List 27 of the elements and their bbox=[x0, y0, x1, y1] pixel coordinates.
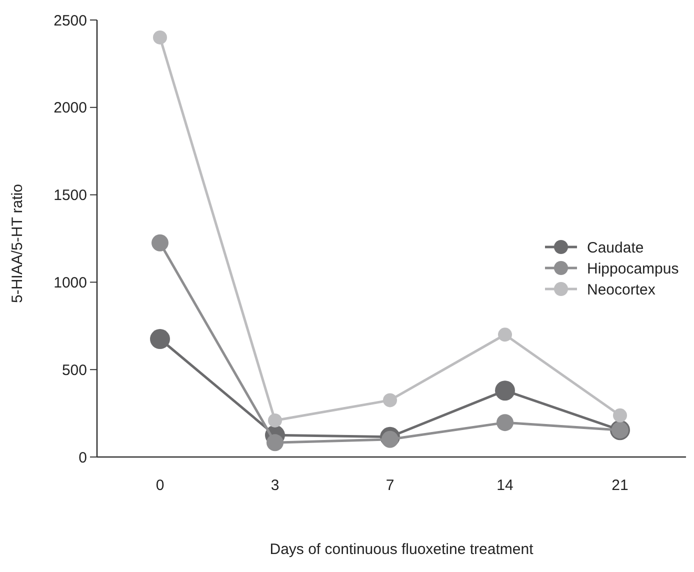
point bbox=[382, 430, 398, 448]
y-tick-label: 2500 bbox=[54, 12, 87, 30]
y-tick-label: 2000 bbox=[54, 100, 87, 117]
point bbox=[498, 328, 512, 342]
y-tick-label: 1500 bbox=[54, 187, 87, 204]
point bbox=[495, 380, 515, 401]
point bbox=[383, 393, 397, 408]
legend-label: Hippocampus bbox=[587, 260, 679, 278]
point bbox=[496, 414, 514, 432]
x-tick-label: 7 bbox=[386, 477, 394, 494]
y-tick-label: 1000 bbox=[54, 274, 87, 292]
x-tick-label: 14 bbox=[496, 477, 514, 494]
x-tick-label: 21 bbox=[612, 477, 628, 494]
y-tick-label: 500 bbox=[62, 362, 87, 379]
point bbox=[153, 30, 167, 44]
y-axis-title: 5-HIAA/5-HT ratio bbox=[9, 184, 26, 303]
point bbox=[613, 408, 627, 422]
legend-label: Caudate bbox=[587, 239, 644, 256]
y-tick-label: 0 bbox=[78, 449, 87, 466]
point bbox=[152, 234, 168, 252]
point bbox=[268, 413, 282, 428]
x-axis-title: Days of continuous fluoxetine treatment bbox=[270, 541, 534, 558]
legend-label: Neocortex bbox=[587, 281, 656, 298]
point bbox=[150, 329, 170, 350]
x-tick-label: 0 bbox=[156, 477, 164, 494]
point bbox=[266, 434, 284, 452]
x-tick-label: 3 bbox=[270, 477, 280, 494]
